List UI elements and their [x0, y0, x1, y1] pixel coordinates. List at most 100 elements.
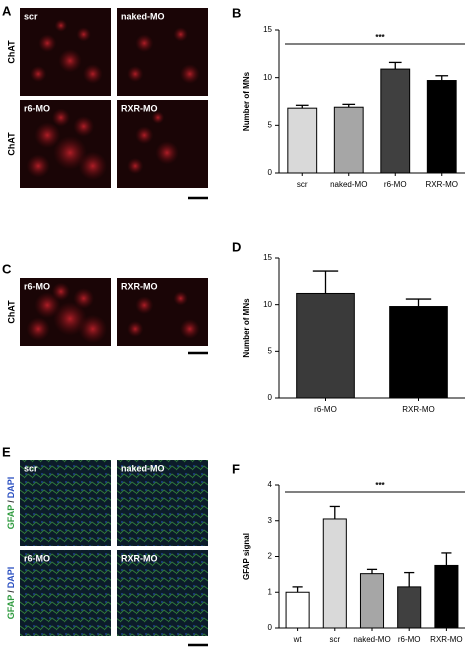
- panel-letter: D: [232, 239, 241, 254]
- cell-signal: [78, 314, 108, 344]
- cell-signal: [135, 296, 154, 315]
- cell-signal: [135, 34, 154, 53]
- cell-signal: [26, 317, 50, 341]
- image-label: naked-MO: [121, 11, 165, 21]
- y-axis-label: Number of MNs: [242, 298, 251, 358]
- y-tick-label: 3: [268, 516, 273, 525]
- x-tick-label: RXR-MO: [402, 405, 434, 414]
- x-tick-label: scr: [329, 635, 340, 644]
- panel-letter: E: [2, 444, 11, 459]
- image-label: scr: [24, 11, 38, 21]
- micrograph: [20, 460, 111, 546]
- image-label: RXR-MO: [121, 103, 158, 113]
- bar: [322, 518, 347, 629]
- panel-letter: C: [2, 261, 12, 276]
- x-tick-label: naked-MO: [353, 635, 390, 644]
- image-label: r6-MO: [24, 553, 50, 563]
- stain-label: GFAP /DAPI: [6, 477, 16, 530]
- cell-signal: [54, 19, 68, 32]
- stain-label: ChAT: [6, 300, 16, 324]
- bar: [426, 80, 457, 174]
- image-label: RXR-MO: [121, 281, 158, 291]
- cell-signal: [127, 65, 144, 83]
- cell-signal: [173, 291, 188, 306]
- y-tick-label: 2: [268, 552, 273, 561]
- stain-label: GFAP /DAPI: [6, 567, 16, 620]
- x-tick-label: naked-MO: [330, 180, 367, 189]
- image-label: r6-MO: [24, 103, 50, 113]
- x-tick-label: RXR-MO: [430, 635, 462, 644]
- panel-letter: F: [232, 461, 240, 476]
- y-tick-label: 5: [268, 120, 273, 129]
- micrograph: [117, 550, 208, 636]
- cell-signal: [173, 27, 188, 42]
- cell-signal: [38, 34, 57, 53]
- cell-signal: [127, 157, 144, 175]
- y-tick-label: 4: [268, 480, 273, 489]
- cell-signal: [26, 154, 50, 178]
- stain-separator: /: [6, 590, 16, 593]
- y-tick-label: 1: [268, 587, 273, 596]
- micrograph: [20, 550, 111, 636]
- micrograph: [117, 460, 208, 546]
- x-tick-label: r6-MO: [398, 635, 421, 644]
- cell-signal: [30, 65, 47, 83]
- y-tick-label: 5: [268, 346, 273, 355]
- significance-label: ***: [375, 33, 385, 42]
- x-tick-label: r6-MO: [384, 180, 407, 189]
- bar: [285, 591, 310, 629]
- y-axis-label: Number of MNs: [242, 71, 251, 131]
- y-tick-label: 0: [268, 168, 273, 177]
- stain-gfap: GFAP: [6, 595, 16, 620]
- y-axis-label: GFAP signal: [242, 533, 251, 580]
- stain-label: ChAT: [6, 40, 16, 64]
- cell-signal: [34, 122, 61, 149]
- cell-signal: [179, 319, 200, 339]
- x-tick-label: RXR-MO: [426, 180, 458, 189]
- image-label: r6-MO: [24, 281, 50, 291]
- y-tick-label: 15: [263, 253, 272, 262]
- cell-signal: [53, 135, 87, 170]
- cell-signal: [73, 116, 95, 137]
- y-tick-label: 0: [268, 623, 273, 632]
- x-tick-label: wt: [293, 635, 303, 644]
- cell-signal: [34, 292, 61, 319]
- significance-label: ***: [375, 481, 385, 490]
- x-tick-label: r6-MO: [314, 405, 337, 414]
- cell-signal: [151, 111, 165, 124]
- bar: [380, 68, 411, 174]
- y-tick-label: 10: [263, 73, 272, 82]
- cell-signal: [82, 64, 103, 84]
- bar: [397, 586, 422, 629]
- bar: [333, 106, 364, 174]
- image-label: naked-MO: [121, 463, 165, 473]
- stain-dapi: DAPI: [6, 477, 16, 499]
- stain-separator: /: [6, 500, 16, 503]
- y-tick-label: 0: [268, 393, 273, 402]
- panel-letter: A: [2, 3, 12, 18]
- panel-letter: B: [232, 5, 241, 20]
- cell-signal: [51, 108, 71, 127]
- image-label: RXR-MO: [121, 553, 158, 563]
- bar: [287, 107, 318, 174]
- cell-signal: [73, 288, 95, 309]
- image-label: scr: [24, 463, 38, 473]
- cell-signal: [76, 27, 91, 42]
- bar: [296, 292, 355, 399]
- cell-signal: [127, 320, 144, 338]
- cell-signal: [53, 301, 87, 336]
- bar: [389, 306, 448, 399]
- stain-dapi: DAPI: [6, 567, 16, 589]
- bar: [359, 573, 385, 629]
- cell-signal: [155, 141, 179, 165]
- cell-signal: [58, 49, 82, 73]
- x-tick-label: scr: [297, 180, 308, 189]
- y-tick-label: 10: [263, 300, 272, 309]
- cell-signal: [135, 126, 154, 145]
- cell-signal: [179, 64, 200, 84]
- stain-gfap: GFAP: [6, 505, 16, 530]
- bar: [434, 564, 459, 629]
- cell-signal: [78, 151, 108, 181]
- y-tick-label: 15: [263, 25, 272, 34]
